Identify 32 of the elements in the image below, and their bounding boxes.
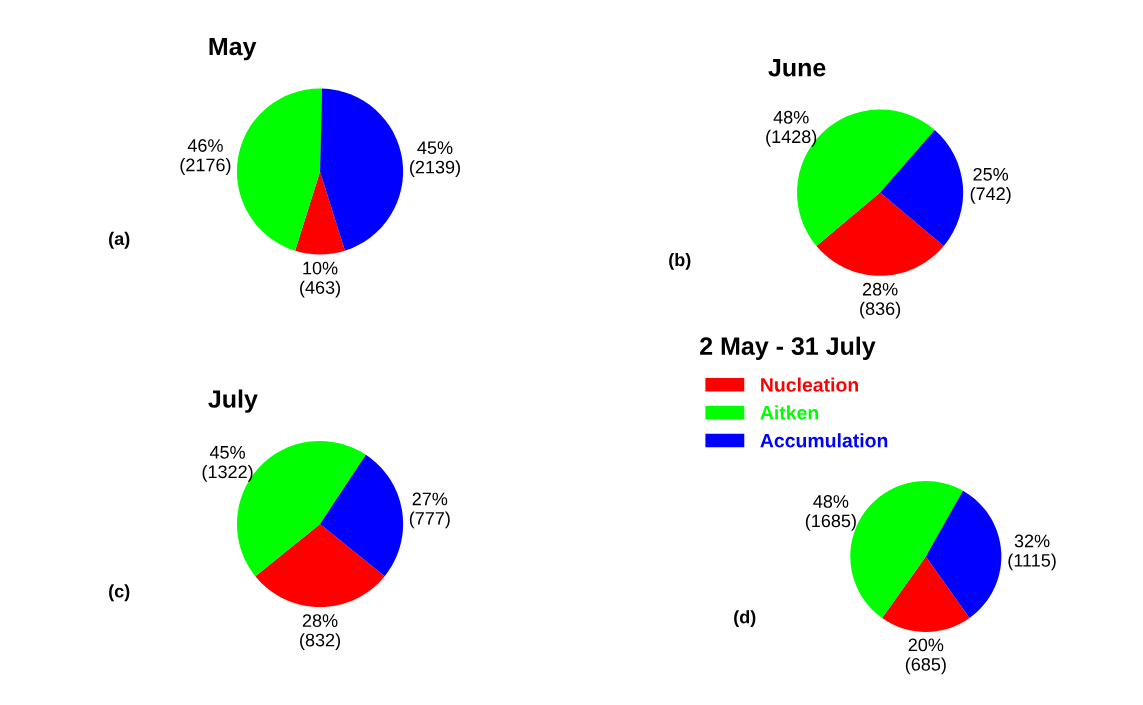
legend-label: Aitken <box>760 405 819 420</box>
pie-slice <box>320 88 404 251</box>
chart-title: May <box>209 37 257 61</box>
data-label: 32% (1115) <box>1008 534 1056 571</box>
pie-slice <box>925 490 1002 619</box>
chart-title: July <box>208 389 258 413</box>
chart-title: June <box>768 59 826 77</box>
data-label: 10% (463) <box>300 261 340 298</box>
pie-slice <box>880 129 964 246</box>
pie-slice <box>236 88 323 251</box>
data-label: 45% (2139) <box>410 141 460 178</box>
text: (d) <box>734 610 756 627</box>
pie-slice <box>882 556 970 632</box>
pie-slice <box>295 171 345 255</box>
data-label: 27% (777) <box>409 492 450 529</box>
legend-label: Nucleation <box>761 377 859 392</box>
data-label: 28% (836) <box>860 282 901 319</box>
data-label: 48% (1428) <box>766 110 817 147</box>
data-label: 48% (1685) <box>805 495 856 531</box>
data-label: 28% (832) <box>300 614 340 650</box>
data-label: 20% (685) <box>905 638 946 675</box>
pie-slice <box>816 192 944 276</box>
data-label: 46% (2176) <box>180 139 231 175</box>
text: (a) <box>109 231 130 249</box>
pie-slice <box>255 523 385 608</box>
legend-label: Accumulation <box>760 433 888 448</box>
text: (b) <box>669 252 691 270</box>
data-label: 25% (742) <box>970 167 1011 204</box>
data-label: 45% (1322) <box>202 446 253 482</box>
chart-title: 2 May - 31 July <box>700 336 876 360</box>
text: (c) <box>109 584 130 602</box>
pie-slice <box>320 454 404 577</box>
